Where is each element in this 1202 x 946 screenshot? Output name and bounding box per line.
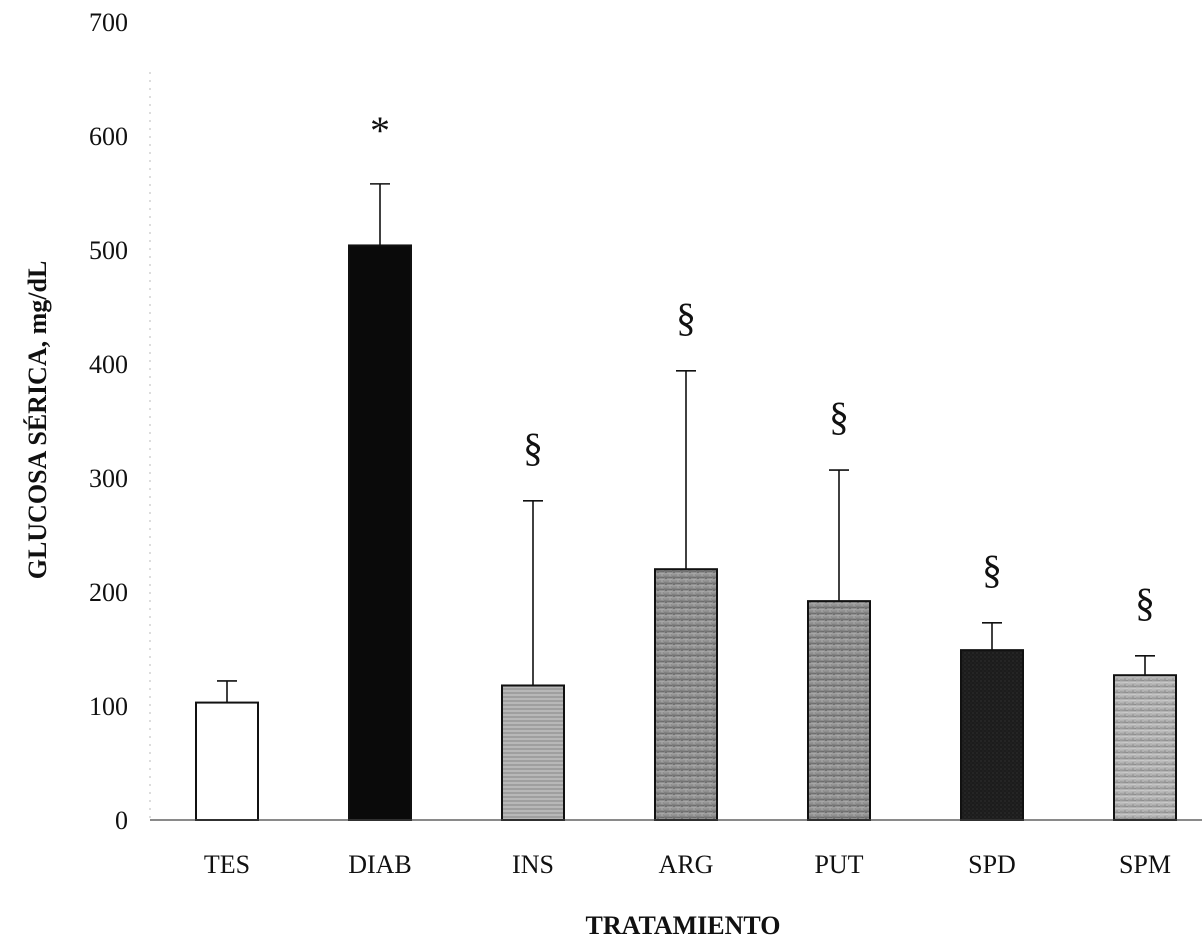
significance-marker: * [370, 108, 390, 153]
y-tick-label: 200 [89, 578, 128, 607]
y-tick-label: 0 [115, 806, 128, 835]
bars: * § § § § § [195, 108, 1177, 822]
bar-spd [960, 649, 1024, 822]
significance-marker: § [982, 547, 1002, 592]
significance-marker: § [676, 295, 696, 340]
y-axis-title: GLUCOSA SÉRICA, mg/dL [23, 261, 52, 580]
bar-arg [654, 568, 718, 822]
x-tick-label: ARG [659, 850, 714, 879]
bar-diab [348, 244, 412, 821]
x-tick-label: TES [204, 850, 250, 879]
bar-ins [501, 684, 565, 821]
bar-spm [1113, 674, 1177, 821]
x-tick-label: INS [512, 850, 554, 879]
significance-marker: § [829, 394, 849, 439]
x-tick-label: SPM [1119, 850, 1171, 879]
x-tick-label: PUT [814, 850, 863, 879]
y-tick-label: 100 [89, 692, 128, 721]
y-axis: 0 100 200 300 400 500 600 700 [89, 8, 151, 835]
bar-put [807, 600, 871, 821]
bar-tes [195, 701, 259, 822]
significance-marker: § [1135, 580, 1155, 625]
y-tick-label: 300 [89, 464, 128, 493]
y-tick-label: 600 [89, 122, 128, 151]
y-tick-label: 700 [89, 8, 128, 37]
x-axis: TES DIAB INS ARG PUT SPD SPM [150, 819, 1202, 879]
x-tick-label: SPD [968, 850, 1016, 879]
y-tick-label: 400 [89, 350, 128, 379]
significance-marker: § [523, 425, 543, 470]
y-tick-label: 500 [89, 236, 128, 265]
x-axis-title: TRATAMIENTO [585, 911, 780, 940]
x-tick-label: DIAB [348, 850, 412, 879]
